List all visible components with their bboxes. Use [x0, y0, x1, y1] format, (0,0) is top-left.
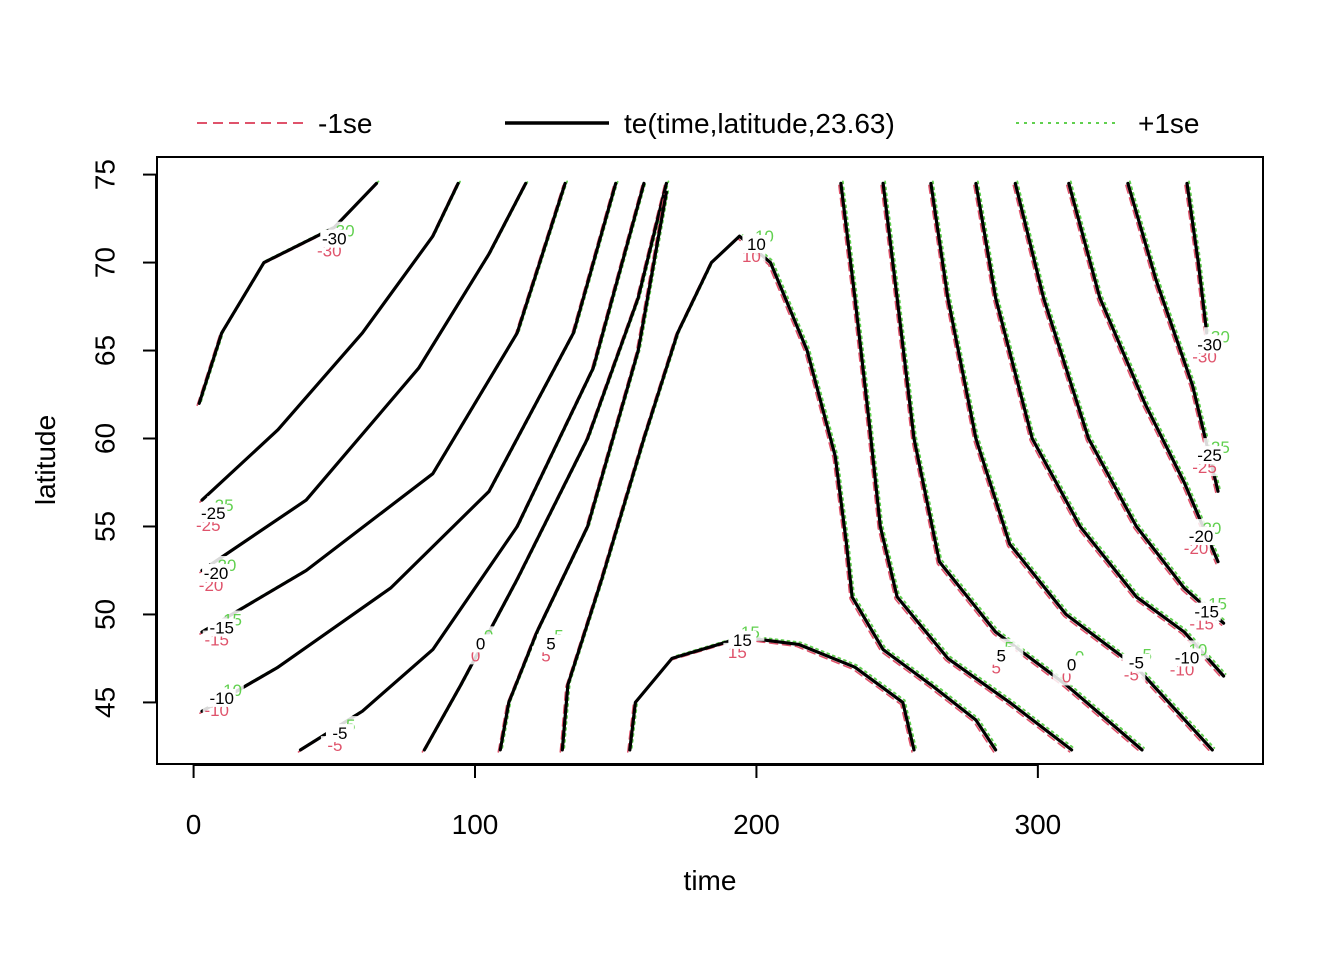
contour-label: 5 [546, 634, 555, 653]
contour-plus-1se [203, 180, 529, 570]
legend-label: te(time,latitude,23.63) [624, 108, 895, 139]
contour-minus-1se [627, 638, 913, 753]
contour-plus-1se [1129, 180, 1221, 491]
contour-minus-1se [1184, 184, 1206, 336]
x-tick-label: 100 [452, 809, 499, 840]
contour-fit [1013, 181, 1226, 625]
contour-label-bg [1173, 648, 1202, 667]
contour-label: 0 [476, 634, 485, 653]
contour-labels: -30-30-30-25-25-25-20-20-20-15-15-15-10-… [194, 221, 1232, 755]
x-tick-label: 200 [733, 809, 780, 840]
contour-label: 0 [1062, 667, 1071, 686]
contour-plus-1se [842, 180, 1075, 749]
contour-label-bg [536, 634, 565, 653]
contour-fit [200, 181, 460, 502]
contour-minus-1se [199, 184, 525, 574]
contour-plus-1se [1069, 180, 1221, 561]
contour-label: -25 [201, 504, 226, 523]
contour-fit [200, 181, 618, 713]
contour-minus-1se [973, 184, 1223, 679]
contour-label: 15 [733, 631, 752, 650]
y-tick-label: 55 [90, 511, 121, 542]
contour-plus-1se [977, 180, 1227, 675]
contour-label-bg [207, 688, 236, 707]
contour-fit [422, 181, 668, 752]
contour-label: -30 [322, 230, 347, 249]
x-tick-label: 300 [1015, 809, 1062, 840]
contour-label-bg [1195, 446, 1224, 465]
legend: -1se te(time,latitude,23.63) +1se [197, 108, 1200, 139]
contour-label-bg [199, 504, 228, 523]
contour-label-bg [202, 563, 231, 582]
contour-label: 0 [471, 646, 480, 665]
legend-label: +1se [1138, 108, 1200, 139]
contour-fit [839, 181, 1074, 752]
y-tick-label: 60 [90, 423, 121, 454]
x-tick-label: 0 [186, 809, 202, 840]
contour-label: 10 [747, 235, 766, 254]
contour-label-bg [987, 646, 1016, 665]
y-axis: 45 50 55 60 65 70 75 [90, 159, 157, 718]
contour-minus-1se [880, 184, 1141, 753]
contour-fit [974, 181, 1226, 678]
contour-label-bg [320, 229, 349, 248]
x-axis-title: time [684, 865, 737, 896]
contour-label: -10 [209, 689, 234, 708]
contour-label: 5 [997, 647, 1006, 666]
contour-label: 5 [541, 646, 550, 665]
contour-label: -15 [1194, 603, 1219, 622]
contour-plus-1se [563, 233, 999, 749]
contour-label: 0 [1067, 655, 1076, 674]
contour-fit [200, 181, 567, 634]
contour-fit [560, 234, 998, 752]
contour-lines [196, 180, 1227, 753]
contour-label-bg [207, 618, 236, 637]
contour-fit [1067, 181, 1220, 564]
contour-label-bg [1057, 655, 1086, 674]
y-tick-label: 45 [90, 687, 121, 718]
contour-label-bg [728, 630, 757, 649]
contour-label: -30 [1197, 335, 1222, 354]
contour-minus-1se [1066, 184, 1217, 565]
contour-label: 5 [992, 659, 1001, 678]
contour-fit [200, 181, 528, 573]
contour-label: -5 [1129, 654, 1144, 673]
contour-label-bg [1187, 527, 1216, 546]
x-axis: 0 100 200 300 [186, 764, 1061, 840]
y-tick-label: 75 [90, 159, 121, 190]
contour-plus-1se [1016, 180, 1227, 623]
contour-label: -15 [209, 619, 234, 638]
contour-label: -5 [332, 724, 347, 743]
contour-label-bg [742, 234, 771, 253]
contour-label-bg [1122, 653, 1151, 672]
contour-plus-1se [630, 634, 917, 749]
y-tick-label: 65 [90, 335, 121, 366]
contour-label-bg [466, 634, 495, 653]
contour-label: -25 [1197, 446, 1222, 465]
y-tick-label: 70 [90, 247, 121, 278]
contour-label-bg [1192, 602, 1221, 621]
contour-label-bg [325, 724, 354, 743]
contour-fit [1185, 181, 1209, 335]
contour-fit [628, 635, 916, 752]
contour-minus-1se [1125, 184, 1217, 495]
contour-minus-1se [1012, 184, 1223, 626]
contour-label-bg [1195, 335, 1224, 354]
contour-fit [498, 190, 668, 752]
contour-plus-1se [200, 180, 380, 403]
contour-fit [197, 181, 379, 405]
contour-minus-1se [838, 184, 1071, 753]
contour-label: -20 [1189, 527, 1214, 546]
y-axis-title: latitude [30, 415, 61, 505]
contour-label: -10 [1175, 648, 1200, 667]
legend-label: -1se [318, 108, 372, 139]
contour-minus-1se [196, 184, 376, 407]
contour-plus-1se [1188, 180, 1210, 332]
contour-label: -20 [204, 564, 229, 583]
y-tick-label: 50 [90, 599, 121, 630]
